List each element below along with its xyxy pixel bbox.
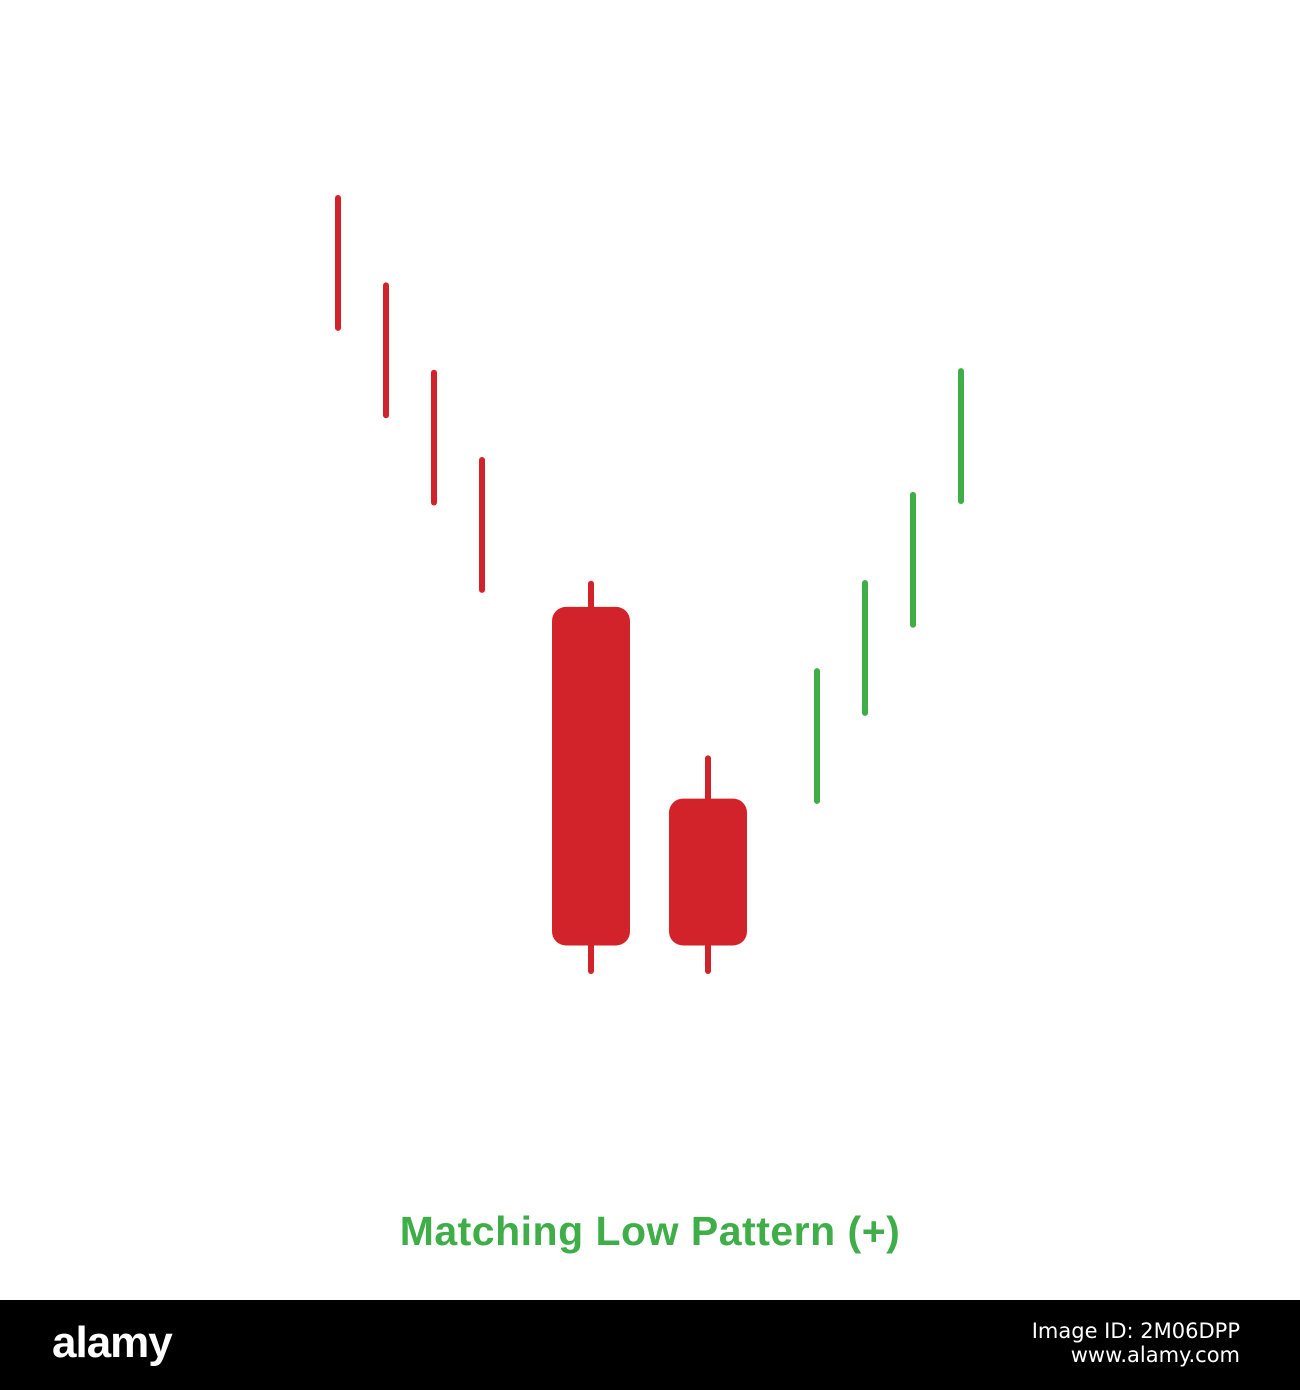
pattern-candle-1 <box>552 580 630 974</box>
pattern-candle-2-body <box>669 798 747 946</box>
chart-plot <box>335 195 964 974</box>
pattern-candle-1-body <box>552 606 630 946</box>
chart-title: Matching Low Pattern (+) <box>399 1208 901 1254</box>
pattern-candle-2 <box>669 755 747 974</box>
candlestick-chart <box>335 195 964 974</box>
footer-bar: alamy Image ID: 2M06DPP www.alamy.com <box>0 1300 1300 1390</box>
image-id-line: Image ID: 2M06DPP <box>1031 1319 1240 1343</box>
site-url[interactable]: www.alamy.com <box>1070 1343 1240 1367</box>
image-id: Image ID: 2M06DPP www.alamy.com <box>1032 1319 1240 1367</box>
brand-logo[interactable]: alamy <box>52 1318 173 1367</box>
